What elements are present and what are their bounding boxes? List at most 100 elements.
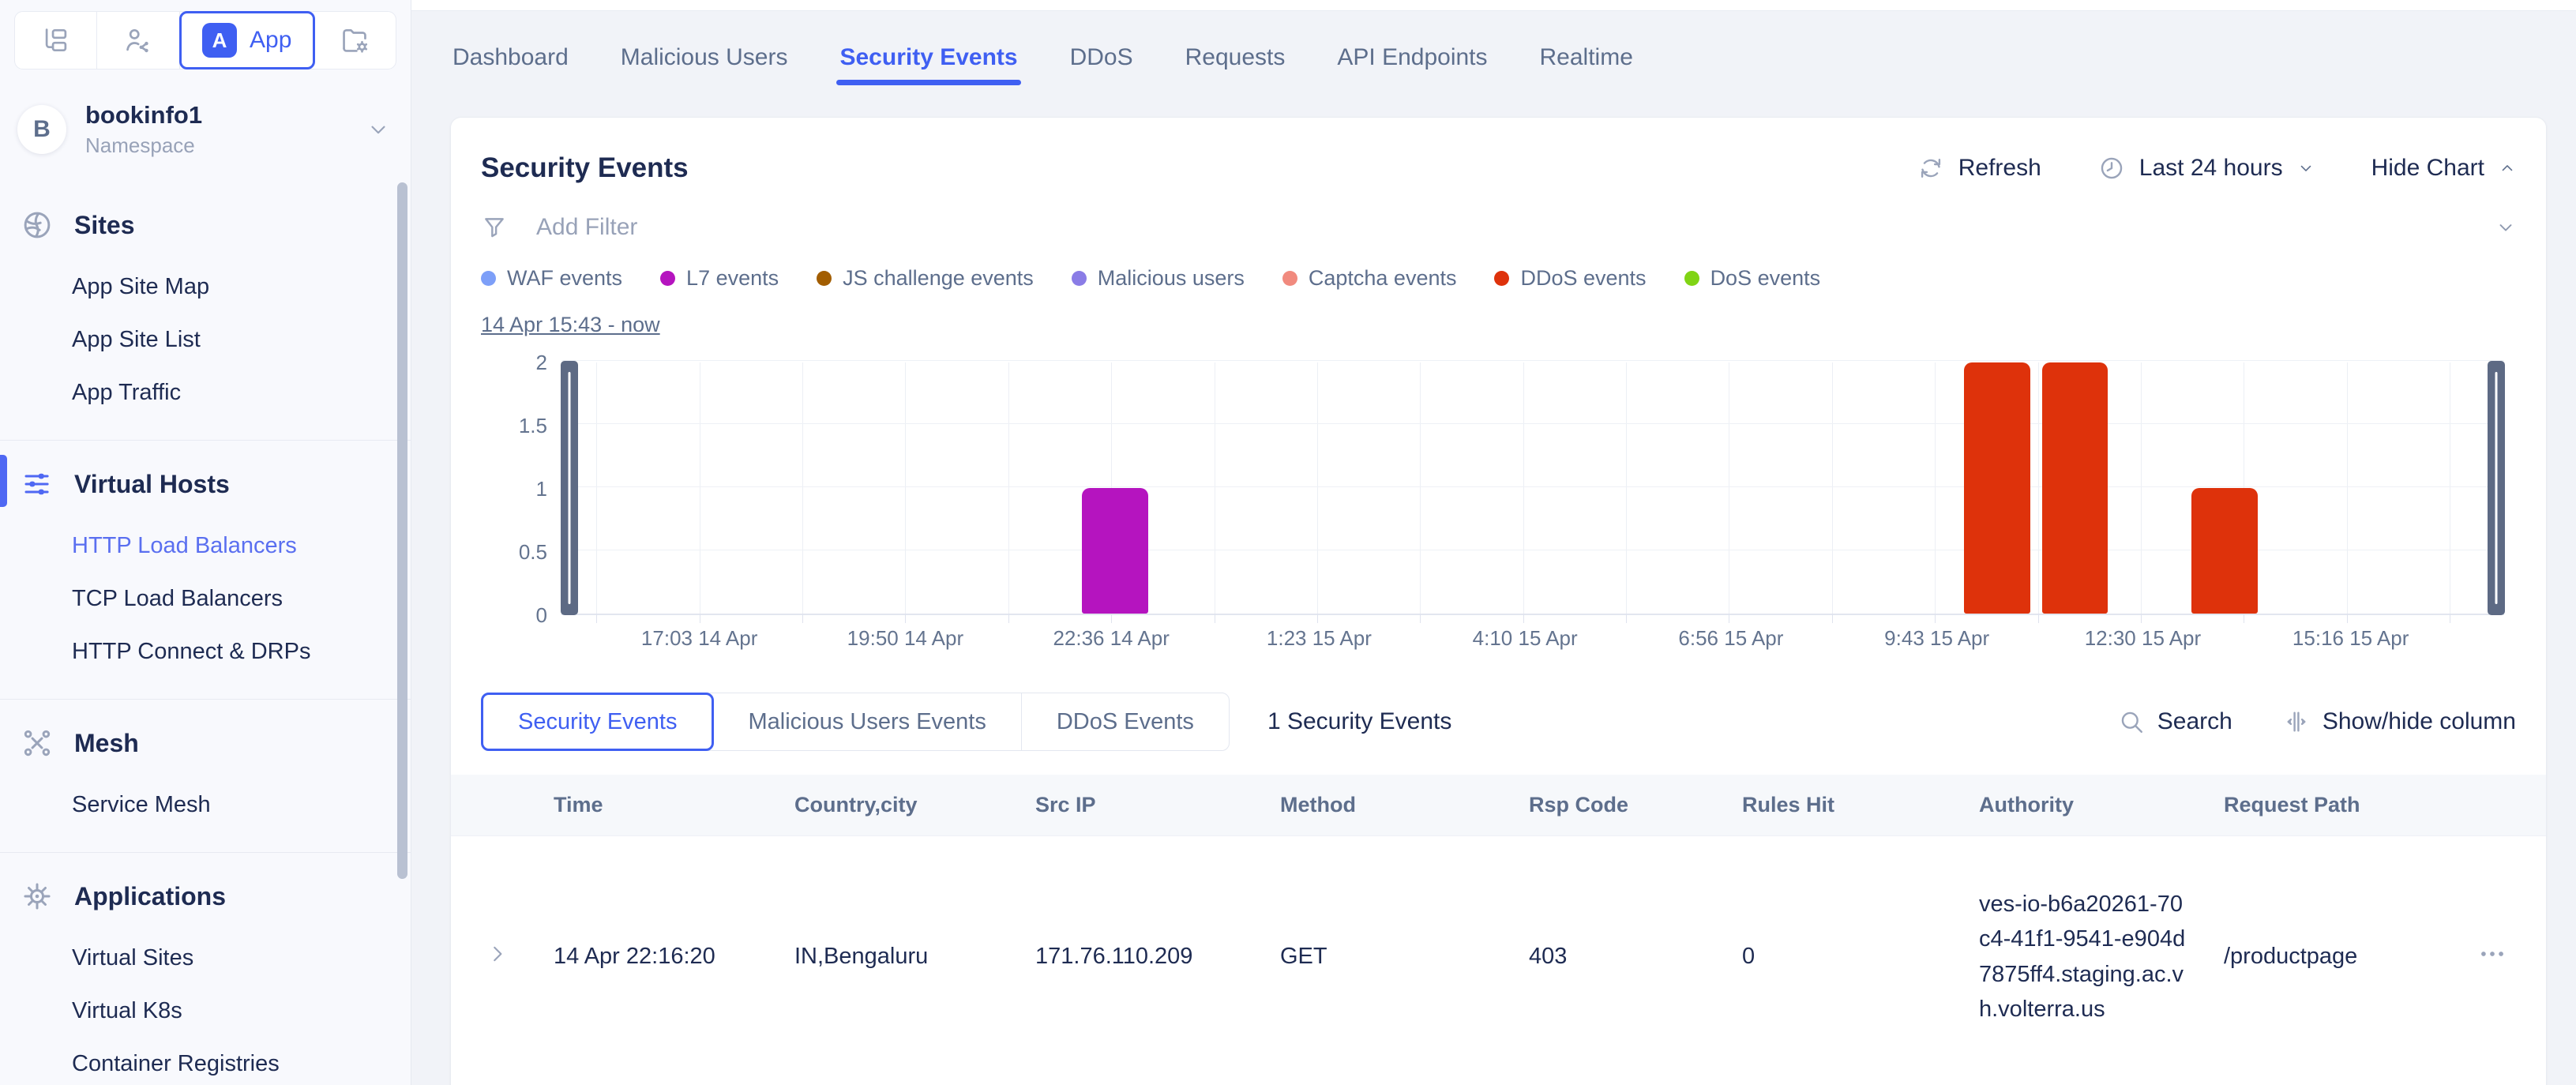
search-icon bbox=[2118, 708, 2145, 735]
table-tab-security-events[interactable]: Security Events bbox=[481, 693, 715, 751]
table-tab-malicious-users-events[interactable]: Malicious Users Events bbox=[713, 693, 1022, 750]
legend-js-challenge-events[interactable]: JS challenge events bbox=[817, 266, 1034, 291]
legend-dot bbox=[1282, 271, 1297, 286]
mesh-icon bbox=[21, 726, 54, 760]
brush-handle-left[interactable] bbox=[561, 361, 578, 615]
legend-malicious-users[interactable]: Malicious users bbox=[1071, 266, 1245, 291]
y-axis-label: 0.5 bbox=[518, 540, 547, 564]
refresh-button[interactable]: Refresh bbox=[1917, 155, 2041, 182]
show-hide-column-button[interactable]: Show/hide column bbox=[2283, 708, 2516, 735]
legend-dot bbox=[817, 271, 832, 286]
legend-dot bbox=[660, 271, 676, 286]
refresh-icon bbox=[1917, 155, 1944, 182]
gridline-vertical bbox=[2037, 362, 2039, 614]
hide-chart-toggle[interactable]: Hide Chart bbox=[2371, 155, 2516, 182]
bar-ddos-events-1[interactable] bbox=[1964, 362, 2030, 614]
x-axis-label: 17:03 14 Apr bbox=[640, 626, 758, 650]
bar-ddos-events-3[interactable] bbox=[2191, 488, 2258, 614]
table-header: Time Country,city Src IP Method Rsp Code Rule… bbox=[451, 775, 2546, 836]
sidebar-item-app-site-map[interactable]: App Site Map bbox=[72, 274, 210, 299]
divider bbox=[0, 440, 411, 441]
columns-icon bbox=[2283, 708, 2310, 735]
cell-method: GET bbox=[1280, 944, 1327, 969]
bar-ddos-events-2[interactable] bbox=[2041, 362, 2108, 614]
sidebar-item-app-site-list[interactable]: App Site List bbox=[72, 327, 201, 352]
legend-l7-events[interactable]: L7 events bbox=[660, 266, 779, 291]
sidebar-item-virtual-k8s[interactable]: Virtual K8s bbox=[72, 998, 182, 1023]
legend-label: L7 events bbox=[686, 266, 779, 290]
tree-view-button[interactable] bbox=[15, 12, 98, 69]
axis-tick bbox=[1523, 614, 1524, 623]
sidebar-item-virtual-sites[interactable]: Virtual Sites bbox=[72, 945, 194, 970]
table-row: 14 Apr 22:16:20 IN,Bengaluru 171.76.110.20… bbox=[451, 836, 2546, 1077]
x-axis-label: 15:16 15 Apr bbox=[2292, 626, 2409, 650]
legend-ddos-events[interactable]: DDoS events bbox=[1494, 266, 1647, 291]
table-body: 14 Apr 22:16:20 IN,Bengaluru 171.76.110.20… bbox=[451, 836, 2546, 1077]
divider bbox=[0, 699, 411, 700]
sidebar-section-items: Virtual Sites Virtual K8s Container Regist… bbox=[0, 927, 411, 1085]
time-range-dropdown[interactable]: Last 24 hours bbox=[2098, 155, 2315, 182]
legend-waf-events[interactable]: WAF events bbox=[481, 266, 622, 291]
show-hide-label: Show/hide column bbox=[2322, 708, 2516, 734]
sidebar-item-service-mesh[interactable]: Service Mesh bbox=[72, 792, 211, 817]
gridline-vertical bbox=[2346, 362, 2348, 614]
time-range-label: Last 24 hours bbox=[2139, 155, 2283, 181]
cell-request-path: /productpage bbox=[2224, 944, 2358, 969]
gridline-vertical bbox=[905, 362, 907, 614]
legend-dot bbox=[1494, 271, 1510, 286]
sidebar-section-header-applications[interactable]: Applications bbox=[0, 865, 411, 927]
tab-requests[interactable]: Requests bbox=[1185, 44, 1286, 70]
tab-malicious-users[interactable]: Malicious Users bbox=[620, 44, 788, 70]
row-expand-button[interactable] bbox=[451, 942, 525, 972]
add-filter-input[interactable]: Add Filter bbox=[536, 214, 638, 240]
chevron-down-icon[interactable] bbox=[2495, 217, 2516, 238]
y-axis-label: 1.5 bbox=[518, 414, 547, 437]
sidebar-section-header-mesh[interactable]: Mesh bbox=[0, 712, 411, 774]
sidebar-sections: Sites App Site Map App Site List App Traffi… bbox=[0, 194, 411, 1085]
sidebar-section-title: Virtual Hosts bbox=[74, 469, 230, 498]
page-title: Security Events bbox=[481, 152, 689, 183]
sidebar-section-title: Mesh bbox=[74, 728, 139, 757]
bar-l7-events-0[interactable] bbox=[1082, 488, 1148, 614]
app-mode-label: App bbox=[250, 27, 292, 53]
axis-tick bbox=[905, 614, 907, 623]
legend-dos-events[interactable]: DoS events bbox=[1684, 266, 1820, 291]
tab-realtime[interactable]: Realtime bbox=[1539, 44, 1633, 70]
axis-tick bbox=[1420, 614, 1421, 623]
sidebar-section-header-virtual-hosts[interactable]: Virtual Hosts bbox=[0, 453, 411, 515]
sidebar-section-items: App Site Map App Site List App Traffic bbox=[0, 256, 411, 427]
y-axis-label: 2 bbox=[535, 351, 547, 374]
axis-tick bbox=[2037, 614, 2039, 623]
folder-settings-button[interactable] bbox=[314, 12, 396, 69]
app-mode-button[interactable]: A App bbox=[178, 11, 315, 69]
sidebar-item-container-registries[interactable]: Container Registries bbox=[72, 1051, 280, 1076]
user-share-button[interactable] bbox=[97, 12, 180, 69]
namespace-selector[interactable]: B bookinfo1 Namespace bbox=[17, 101, 390, 158]
search-button[interactable]: Search bbox=[2118, 708, 2232, 735]
gridline-vertical bbox=[1626, 362, 1628, 614]
tab-api-endpoints[interactable]: API Endpoints bbox=[1337, 44, 1488, 70]
tab-ddos[interactable]: DDoS bbox=[1069, 44, 1133, 70]
sidebar-scrollbar[interactable] bbox=[397, 182, 407, 879]
time-window-link[interactable]: 14 Apr 15:43 - now bbox=[481, 313, 660, 336]
gridline-vertical bbox=[1523, 362, 1524, 614]
tab-dashboard[interactable]: Dashboard bbox=[452, 44, 569, 70]
brush-handle-right[interactable] bbox=[2488, 361, 2505, 615]
gridline-vertical bbox=[802, 362, 804, 614]
sidebar-item-tcp-load-balancers[interactable]: TCP Load Balancers bbox=[72, 586, 284, 611]
legend-label: Malicious users bbox=[1097, 266, 1245, 290]
row-actions-button[interactable] bbox=[2473, 939, 2523, 975]
namespace-label: Namespace bbox=[85, 133, 195, 157]
sidebar-item-http-connect-drps[interactable]: HTTP Connect & DRPs bbox=[72, 639, 311, 664]
gridline-vertical bbox=[1316, 362, 1318, 614]
sidebar-section-title: Sites bbox=[74, 210, 135, 239]
sidebar-item-http-load-balancers[interactable]: HTTP Load Balancers bbox=[72, 533, 297, 558]
namespace-text: bookinfo1 Namespace bbox=[85, 101, 202, 158]
sidebar-item-app-traffic[interactable]: App Traffic bbox=[72, 380, 182, 405]
table-tab-ddos-events[interactable]: DDoS Events bbox=[1056, 708, 1194, 734]
sidebar-section-header-sites[interactable]: Sites bbox=[0, 194, 411, 256]
legend-label: Captcha events bbox=[1308, 266, 1457, 290]
legend-captcha-events[interactable]: Captcha events bbox=[1282, 266, 1457, 291]
tab-security-events[interactable]: Security Events bbox=[836, 17, 1021, 98]
